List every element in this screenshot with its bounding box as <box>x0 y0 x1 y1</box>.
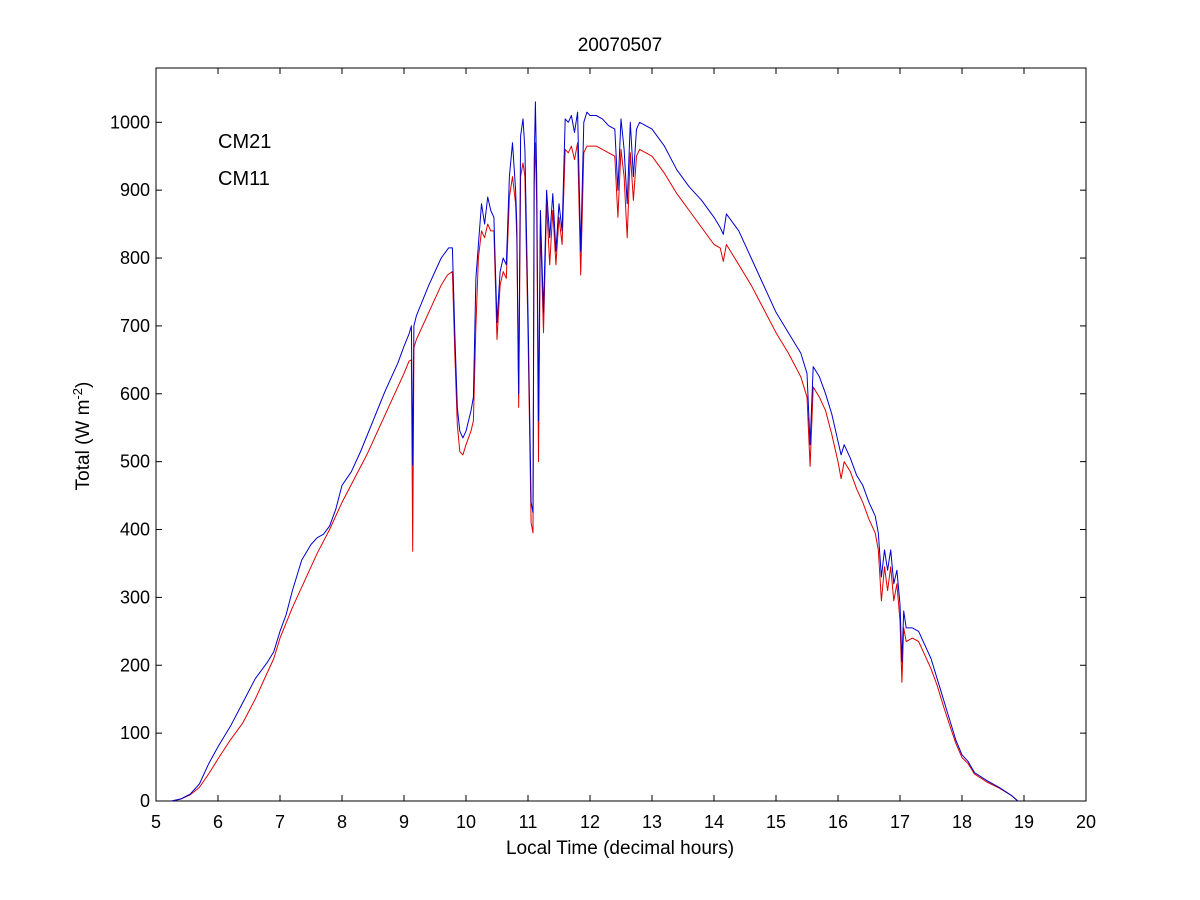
x-tick-label: 8 <box>337 812 347 832</box>
y-tick-label: 700 <box>120 316 150 336</box>
x-tick-label: 11 <box>519 812 538 832</box>
x-tick-label: 12 <box>580 812 600 832</box>
x-tick-label: 9 <box>399 812 409 832</box>
plot-area <box>155 67 1087 802</box>
y-tick-label: 300 <box>120 587 150 607</box>
chart-title: 20070507 <box>578 35 663 56</box>
y-tick-label: 900 <box>120 180 150 200</box>
x-tick-label: 13 <box>642 812 662 832</box>
x-tick-label: 19 <box>1014 812 1034 832</box>
x-tick-label: 15 <box>766 812 786 832</box>
series-group <box>171 101 1019 802</box>
series-line-cm21 <box>171 101 1019 802</box>
x-tick-label: 20 <box>1076 812 1096 832</box>
axes-box <box>155 67 1087 802</box>
legend-entry-cm21: CM21 <box>218 131 271 153</box>
x-tick-label: 5 <box>151 812 161 832</box>
x-axis-title: Local Time (decimal hours) <box>506 838 734 859</box>
ticks: 5 6 7 8 9 10 11 12 13 14 15 16 17 18 19 200100200300400… <box>110 68 1096 832</box>
x-tick-label: 6 <box>213 812 223 832</box>
y-tick-label: 600 <box>120 384 150 404</box>
y-tick-label: 200 <box>120 655 150 675</box>
x-tick-label: 18 <box>952 812 972 832</box>
y-tick-label: 500 <box>120 452 150 472</box>
y-tick-label: 100 <box>120 723 150 743</box>
x-tick-label: 10 <box>456 812 476 832</box>
y-axis-title-superscript: -2 <box>70 388 85 400</box>
y-tick-label: 0 <box>140 791 150 811</box>
y-tick-label: 800 <box>120 248 150 268</box>
y-axis-title-main: Total (W m <box>73 400 94 491</box>
y-tick-label: 400 <box>120 520 150 540</box>
y-tick-label: 1000 <box>110 112 150 132</box>
y-axis-title: Total (W m-2) <box>70 382 95 491</box>
x-tick-label: 17 <box>890 812 910 832</box>
x-tick-label: 7 <box>275 812 285 832</box>
y-axis-title-suffix: ) <box>73 382 94 388</box>
x-tick-label: 14 <box>704 812 724 832</box>
x-tick-label: 16 <box>828 812 848 832</box>
legend: CM21 CM11 <box>218 131 271 190</box>
legend-entry-cm11: CM11 <box>218 168 270 190</box>
